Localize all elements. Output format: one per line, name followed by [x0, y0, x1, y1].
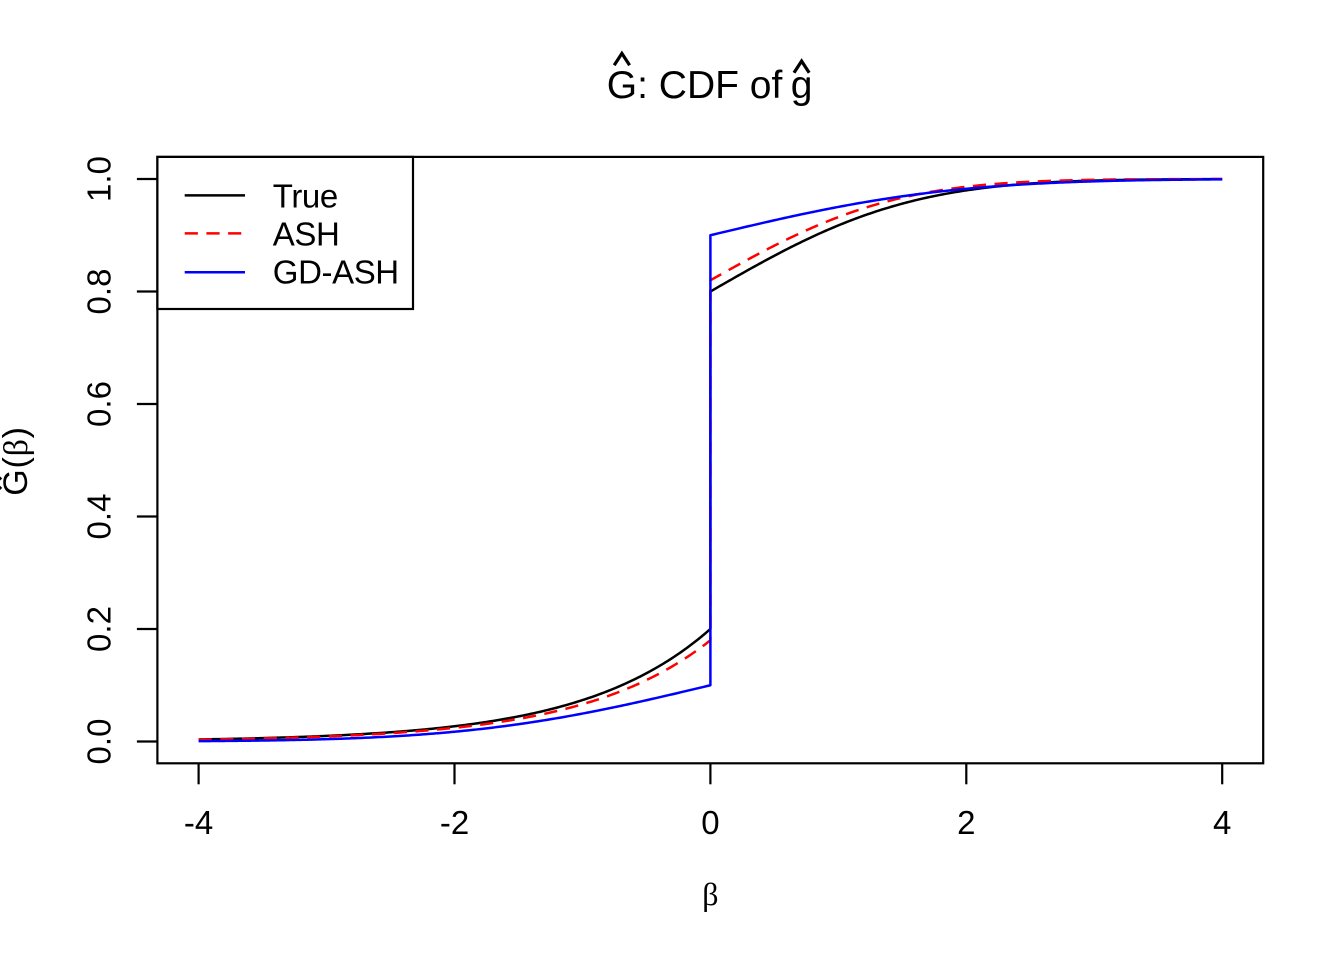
- svg-text:0.6: 0.6: [81, 381, 118, 427]
- svg-text:True: True: [273, 177, 338, 214]
- svg-text:ASH: ASH: [273, 216, 340, 253]
- svg-text:0: 0: [701, 804, 719, 841]
- svg-text:0.2: 0.2: [81, 606, 118, 652]
- svg-text:2: 2: [957, 804, 975, 841]
- svg-text:GD-ASH: GD-ASH: [273, 254, 399, 291]
- svg-text:4: 4: [1213, 804, 1231, 841]
- svg-text:0.8: 0.8: [81, 269, 118, 315]
- svg-text:1.0: 1.0: [81, 156, 118, 202]
- svg-text:G: CDF of: G: CDF of: [607, 64, 783, 107]
- svg-text:g: g: [791, 64, 813, 107]
- svg-text:0.0: 0.0: [81, 719, 118, 765]
- svg-text:β: β: [702, 876, 718, 912]
- svg-text:-2: -2: [440, 804, 469, 841]
- svg-text:G(β): G(β): [0, 426, 35, 496]
- svg-text:-4: -4: [184, 804, 213, 841]
- svg-text:0.4: 0.4: [81, 494, 118, 540]
